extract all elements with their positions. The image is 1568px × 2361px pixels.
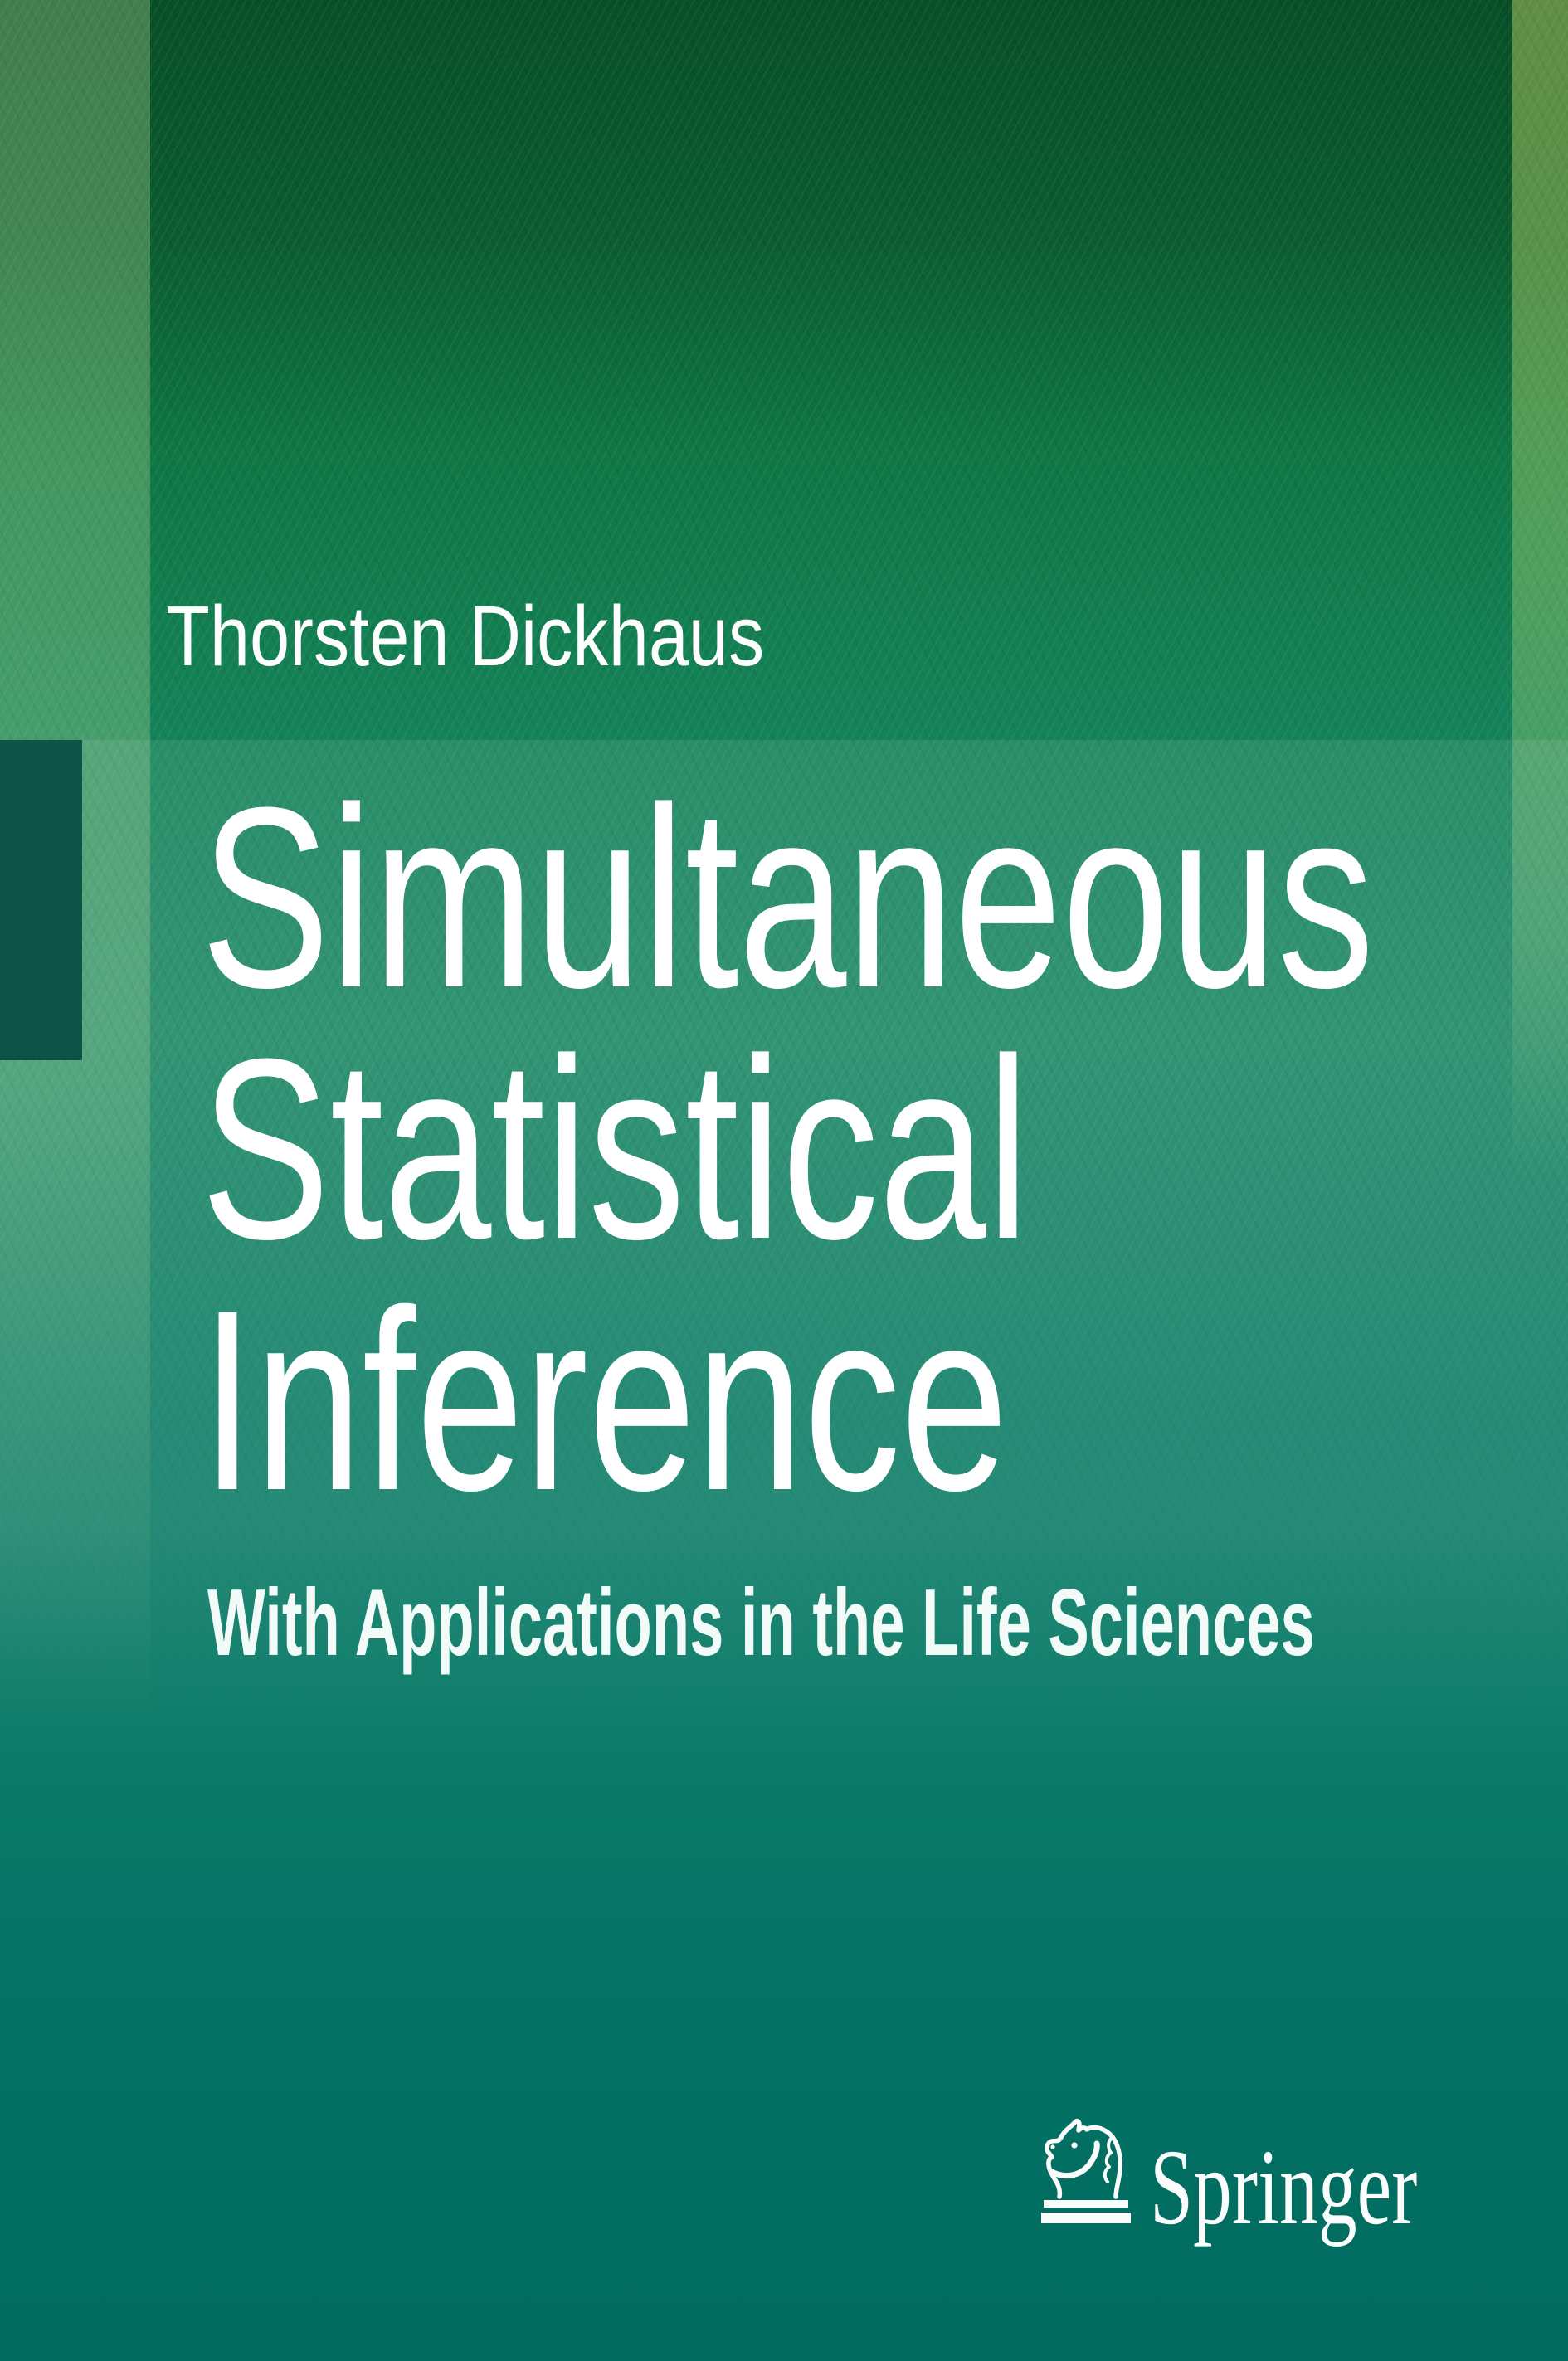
springer-horse-knight-icon: [1041, 2119, 1131, 2223]
left-accent-strip: [0, 0, 150, 2361]
right-accent-strip: [1512, 0, 1568, 2361]
publisher-name: Springer: [1150, 2128, 1418, 2247]
book-title-line-3: Inference: [201, 1256, 1009, 1544]
book-subtitle: With Applications in the Life Sciences: [207, 1570, 1315, 1676]
book-title: Simultaneous Statistical Inference: [201, 753, 1375, 1544]
book-title-line-1: Simultaneous: [201, 753, 1375, 1041]
spine-tab: [0, 740, 82, 1060]
author-name: Thorsten Dickhaus: [166, 588, 765, 684]
book-title-line-2: Statistical: [201, 1005, 1030, 1292]
title-band: [0, 740, 1568, 1784]
